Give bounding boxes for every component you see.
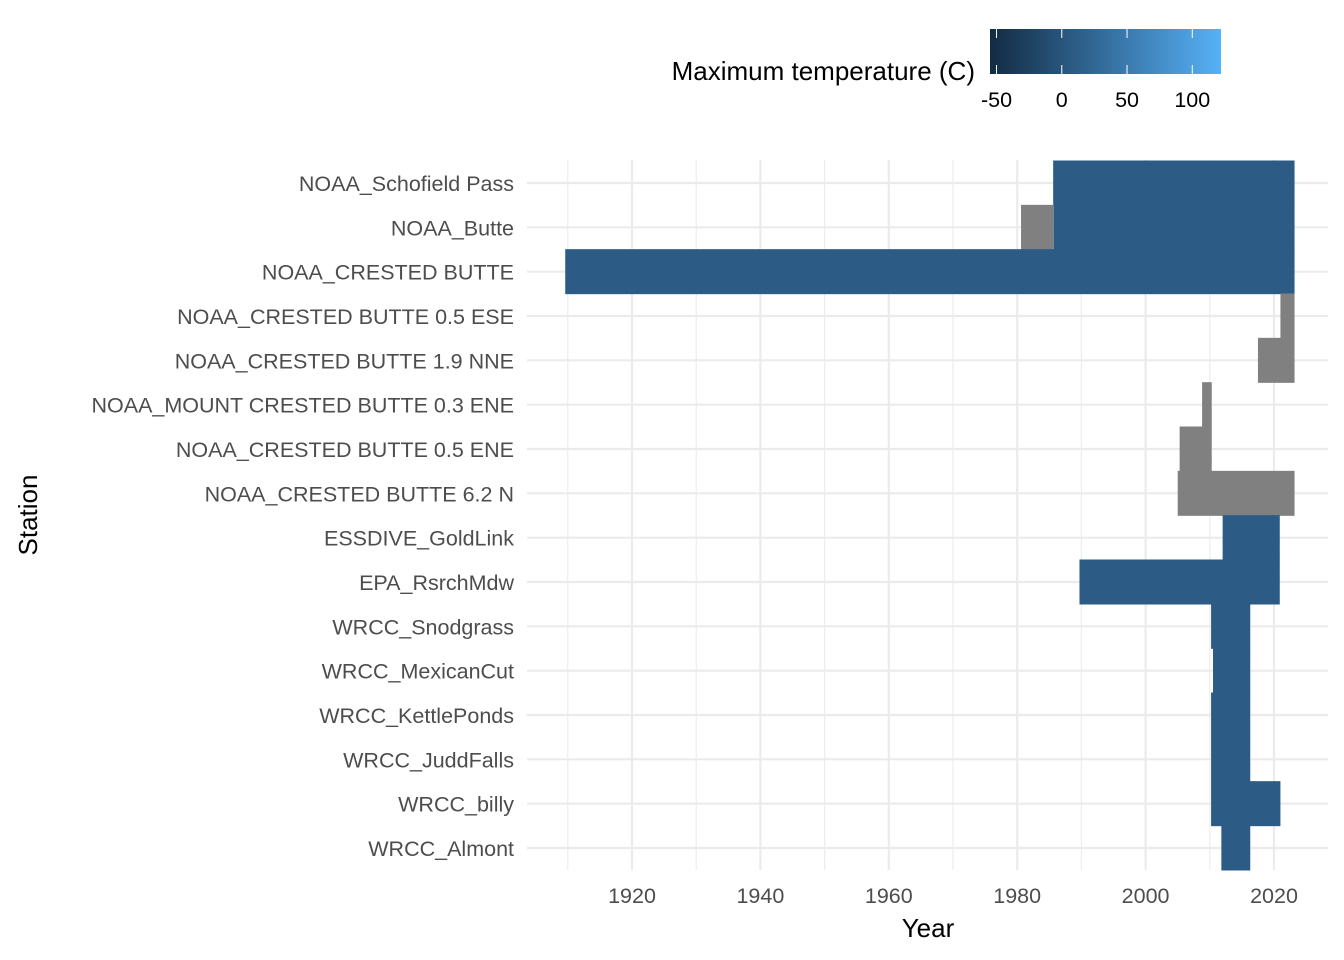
data-segment <box>1053 160 1295 206</box>
x-tick-label: 1920 <box>608 884 656 908</box>
y-axis-title: Station <box>13 475 43 556</box>
x-tick-label: 1980 <box>993 884 1041 908</box>
y-tick-label: WRCC_billy <box>398 793 514 817</box>
data-segment <box>1222 515 1280 561</box>
data-segment <box>1211 603 1251 649</box>
legend-tick-label: 50 <box>1115 88 1139 112</box>
legend-ticks: -50 0 50 100 <box>981 29 1210 112</box>
y-tick-label: WRCC_KettlePonds <box>319 704 514 728</box>
legend: Maximum temperature (C) -50 0 50 100 <box>672 29 1221 112</box>
y-tick-label: WRCC_JuddFalls <box>343 748 514 772</box>
y-tick-label: NOAA_CRESTED BUTTE 0.5 ENE <box>176 438 514 462</box>
data-segment <box>1211 781 1281 827</box>
data-segment <box>1221 825 1251 871</box>
x-tick-label: 2020 <box>1250 884 1298 908</box>
legend-title: Maximum temperature (C) <box>672 56 975 86</box>
y-tick-label: EPA_RsrchMdw <box>359 571 514 595</box>
y-tick-label: WRCC_Snodgrass <box>332 615 514 639</box>
legend-colorbar <box>990 29 1221 74</box>
data-segment <box>1211 692 1251 738</box>
x-tick-label: 1940 <box>736 884 784 908</box>
y-tick-labels: NOAA_Schofield Pass NOAA_Butte NOAA_CRESTE… <box>91 172 514 861</box>
data-segment <box>1257 337 1295 383</box>
y-tick-label: ESSDIVE_GoldLink <box>324 527 514 551</box>
x-axis-title: Year <box>902 913 955 943</box>
y-tick-label: NOAA_CRESTED BUTTE 0.5 ESE <box>177 305 514 329</box>
data-segment <box>1280 293 1295 339</box>
y-tick-label: NOAA_CRESTED BUTTE 6.2 N <box>205 482 514 506</box>
y-tick-label: NOAA_CRESTED BUTTE <box>262 261 514 285</box>
y-tick-label: NOAA_Butte <box>391 216 514 240</box>
y-tick-label: WRCC_Almont <box>368 837 514 861</box>
data-segment <box>565 249 1295 295</box>
data-segment <box>1021 204 1054 250</box>
y-tick-label: NOAA_CRESTED BUTTE 1.9 NNE <box>175 349 514 373</box>
x-tick-label: 2000 <box>1122 884 1170 908</box>
legend-tick-label: 100 <box>1174 88 1210 112</box>
data-segment <box>1079 559 1280 605</box>
bars <box>565 160 1295 871</box>
legend-tick-label: 0 <box>1056 88 1068 112</box>
data-segment <box>1211 736 1251 782</box>
x-tick-label: 1960 <box>865 884 913 908</box>
y-tick-label: WRCC_MexicanCut <box>322 660 514 684</box>
y-tick-label: NOAA_MOUNT CRESTED BUTTE 0.3 ENE <box>91 394 514 418</box>
data-segment <box>1202 382 1212 428</box>
y-tick-label: NOAA_Schofield Pass <box>299 172 514 196</box>
legend-tick-label: -50 <box>981 88 1012 112</box>
data-segment <box>1213 648 1251 694</box>
x-tick-labels: 1920 1940 1960 1980 2000 2020 <box>608 884 1298 908</box>
data-segment <box>1177 470 1295 516</box>
data-segment <box>1053 204 1295 250</box>
data-segment <box>1179 426 1212 472</box>
